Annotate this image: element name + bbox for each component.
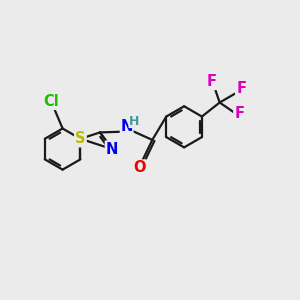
Text: S: S bbox=[75, 131, 86, 146]
Text: F: F bbox=[234, 106, 244, 121]
Text: N: N bbox=[120, 119, 133, 134]
Text: H: H bbox=[129, 115, 139, 128]
Text: N: N bbox=[106, 142, 118, 157]
Text: Cl: Cl bbox=[44, 94, 59, 109]
Text: O: O bbox=[134, 160, 146, 175]
Text: F: F bbox=[236, 82, 246, 97]
Text: F: F bbox=[206, 74, 216, 89]
